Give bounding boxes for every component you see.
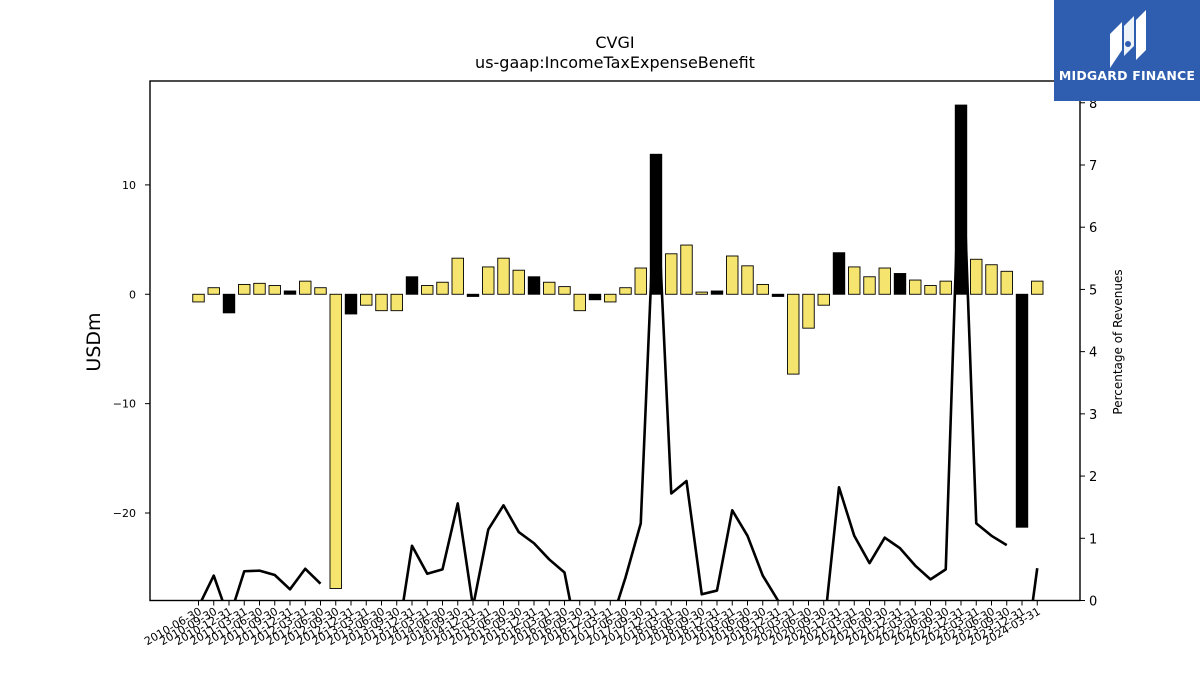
bar-quarterly — [878, 267, 891, 295]
bar-quarterly — [329, 293, 342, 589]
bar-quarterly — [314, 287, 327, 295]
midgard-logo-icon — [1110, 10, 1146, 68]
y-axis-right: 0 1 2 3 4 5 6 7 8 — [1080, 97, 1097, 610]
y-tick-label: 0 — [129, 288, 136, 301]
y-tick-label: −20 — [113, 507, 136, 520]
bar-quarterly — [238, 283, 251, 295]
line-layer — [200, 107, 1039, 601]
bar-quarterly — [817, 293, 830, 306]
bar-quarterly — [421, 285, 434, 295]
bar-quarterly — [604, 293, 617, 303]
bar-quarterly — [634, 267, 647, 295]
y-axis-left: −20 −10 0 10 — [113, 179, 150, 520]
bar-quarterly — [390, 293, 403, 312]
bar-quarterly — [909, 279, 922, 295]
bar-quarterly — [573, 293, 586, 312]
bar-quarterly — [543, 281, 556, 295]
brand-name: MIDGARD FINANCE — [1058, 68, 1196, 83]
bar-annual — [527, 276, 541, 295]
bar-quarterly — [299, 280, 312, 295]
bar-quarterly — [360, 293, 373, 306]
bar-quarterly — [451, 257, 464, 295]
chart-title: CVGI — [595, 33, 634, 52]
bar-quarterly — [802, 293, 815, 329]
bar-quarterly — [436, 281, 449, 295]
y2-tick-label: 4 — [1089, 346, 1097, 361]
bar-quarterly — [787, 293, 800, 375]
y2-tick-label: 7 — [1089, 159, 1097, 174]
chart-subtitle: us-gaap:IncomeTaxExpenseBenefit — [475, 53, 755, 72]
bar-annual — [1015, 293, 1029, 528]
y2-axis-label: Percentage of Revenues — [1111, 269, 1125, 414]
plot-frame — [149, 80, 1081, 602]
bar-annual — [283, 290, 297, 295]
bar-annual — [344, 293, 358, 315]
revenue-pct-line — [402, 107, 1008, 601]
bar-quarterly — [848, 266, 861, 295]
bar-quarterly — [1000, 270, 1013, 295]
bar-quarterly — [726, 255, 739, 295]
y2-tick-label: 2 — [1089, 470, 1097, 485]
bar-quarterly — [756, 283, 769, 295]
bar-quarterly — [939, 280, 952, 295]
bar-annual — [771, 293, 785, 297]
x-axis: 2010-06-302010-09-302010-12-312011-03-31… — [142, 600, 1043, 648]
bar-annual — [649, 153, 663, 295]
y2-tick-label: 1 — [1089, 532, 1097, 547]
bar-quarterly — [207, 287, 220, 295]
y2-tick-label: 6 — [1089, 221, 1097, 236]
bar-annual — [588, 293, 602, 301]
y2-tick-label: 0 — [1089, 595, 1097, 610]
brand-logo: MIDGARD FINANCE — [1054, 0, 1200, 101]
bar-quarterly — [253, 282, 266, 295]
y2-tick-label: 8 — [1089, 97, 1097, 112]
bar-annual — [222, 293, 236, 314]
bar-quarterly — [497, 257, 510, 295]
bar-quarterly — [695, 291, 708, 295]
bar-quarterly — [482, 266, 495, 295]
bar-quarterly — [512, 269, 525, 295]
bar-annual — [832, 252, 846, 295]
bar-quarterly — [192, 293, 205, 303]
bar-annual — [466, 293, 480, 297]
y-tick-label: −10 — [113, 398, 136, 411]
y-axis-label: USDm — [83, 312, 105, 371]
bar-quarterly — [665, 253, 678, 295]
y-tick-label: 10 — [122, 179, 136, 192]
bars-layer — [192, 104, 1044, 589]
bar-quarterly — [924, 285, 937, 295]
y2-tick-label: 3 — [1089, 408, 1097, 423]
y2-tick-label: 5 — [1089, 283, 1097, 298]
bar-quarterly — [558, 286, 571, 295]
bar-quarterly — [863, 276, 876, 295]
bar-quarterly — [268, 285, 281, 295]
bar-quarterly — [1031, 280, 1044, 295]
revenue-pct-line — [200, 567, 322, 601]
bar-quarterly — [619, 287, 632, 295]
bar-quarterly — [680, 244, 693, 295]
revenue-pct-line — [1031, 567, 1039, 601]
bar-quarterly — [741, 265, 754, 295]
bar-annual — [954, 104, 968, 295]
bar-quarterly — [985, 264, 998, 295]
bar-quarterly — [970, 258, 983, 295]
bar-quarterly — [375, 293, 388, 312]
bar-annual — [710, 290, 724, 295]
bar-annual — [405, 276, 419, 295]
bar-annual — [893, 273, 907, 295]
